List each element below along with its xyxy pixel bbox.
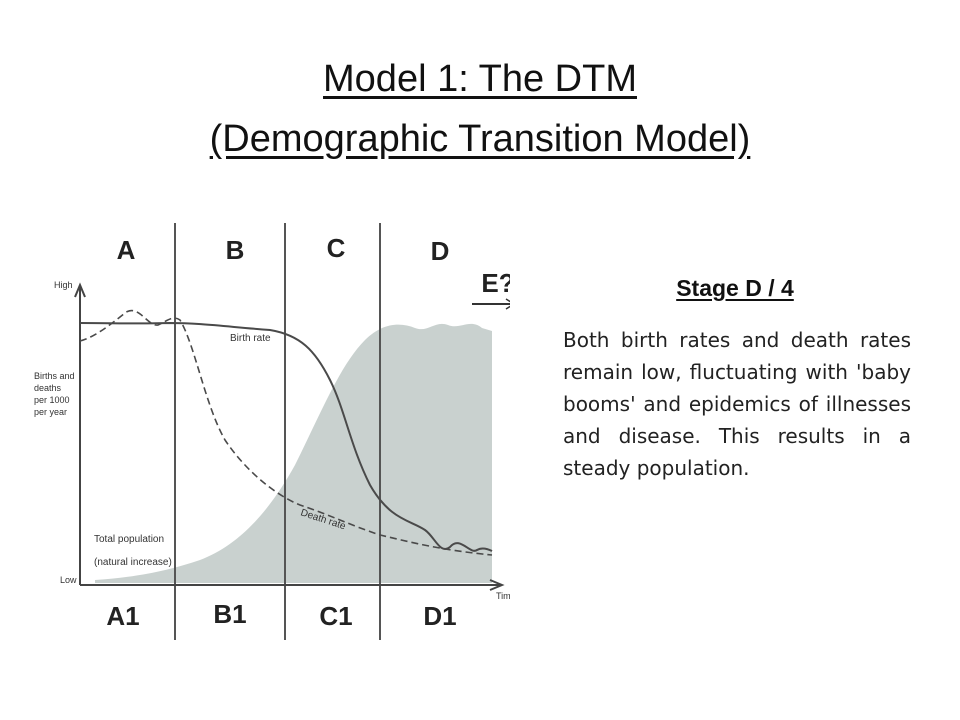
stage-heading: Stage D / 4 [676,275,794,301]
y-axis-title-line2: deaths [34,383,62,393]
y-axis-title-line4: per year [34,407,67,417]
stage-label-a1: A1 [106,601,139,631]
birth-rate-line [79,321,493,552]
dtm-diagram: A B C D E? High Low Births and deaths pe… [34,223,510,640]
stage-description: Both birth rates and death rates remain … [563,328,911,480]
stage-label-c1: C1 [319,601,352,631]
y-axis-title-line1: Births and [34,371,75,381]
next-stage-label: E? [481,268,510,298]
birth-rate-label: Birth rate [230,333,271,344]
page-title: Model 1: The DTM [323,58,637,100]
next-stage-arrowhead [505,298,510,310]
total-population-area [95,323,492,583]
stage-label-c: C [327,233,346,263]
total-population-label: Total population [94,534,164,545]
x-axis-arrow [489,579,505,591]
stage-label-a: A [117,235,136,265]
stage-label-d: D [431,236,450,266]
death-rate-line [79,309,493,556]
x-axis-title: Time [496,591,510,601]
page-subtitle: (Demographic Transition Model) [209,118,751,160]
y-axis-low-label: Low [60,575,77,585]
stage-label-b1: B1 [213,599,246,629]
stage-label-d1: D1 [423,601,456,631]
y-axis-arrow [74,282,86,298]
y-axis-high-label: High [54,280,73,290]
stage-label-b: B [226,235,245,265]
y-axis-title-line3: per 1000 [34,395,70,405]
natural-increase-label: (natural increase) [94,557,172,568]
